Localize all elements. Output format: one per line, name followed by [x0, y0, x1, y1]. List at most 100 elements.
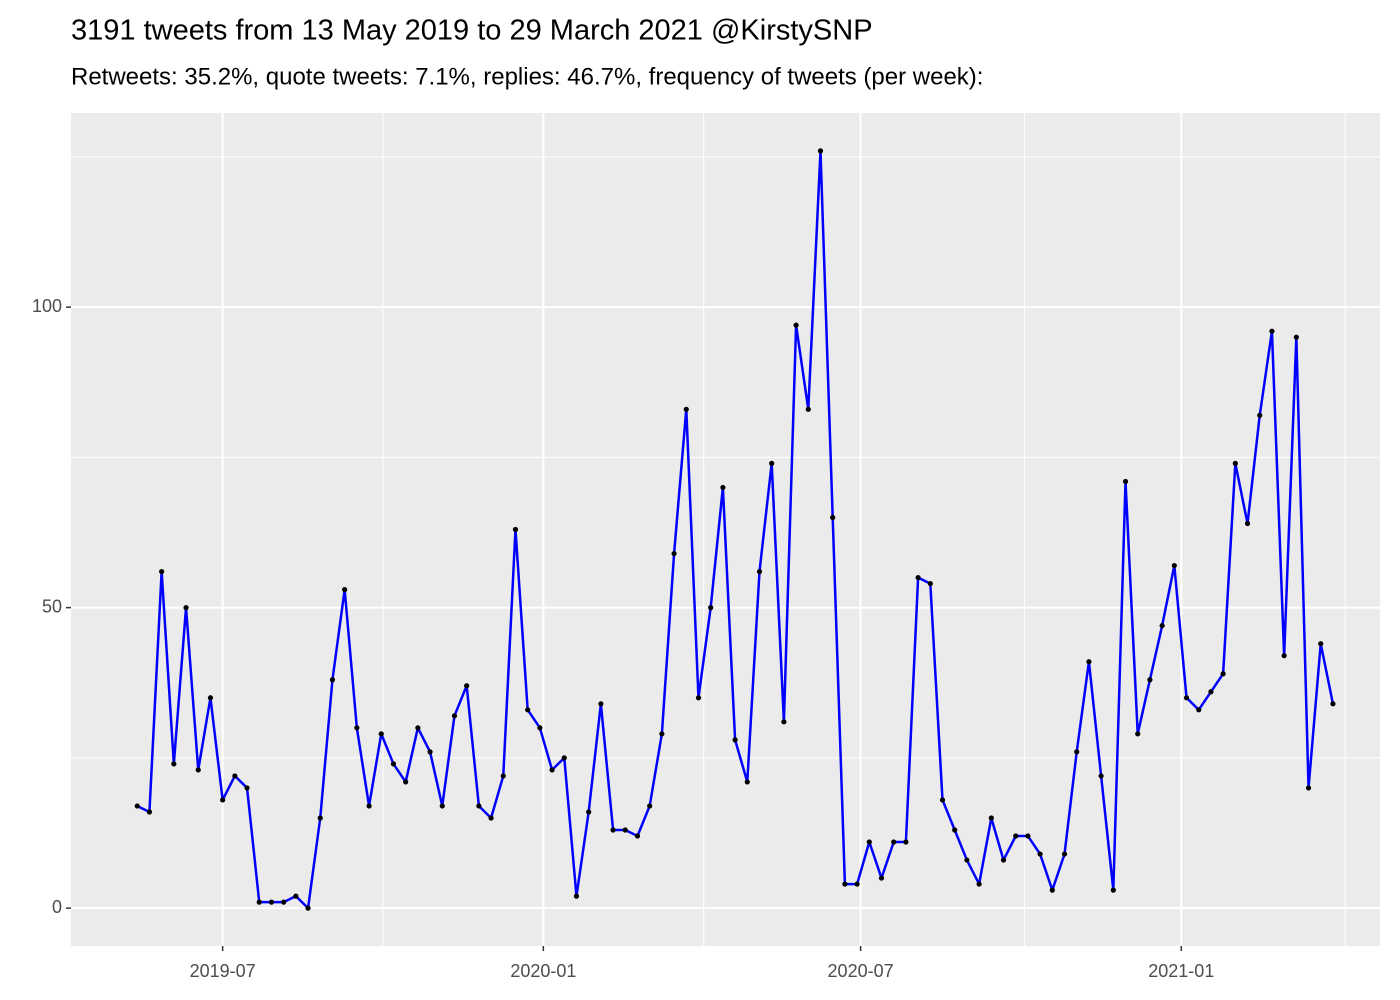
data-point — [293, 893, 299, 899]
data-point — [964, 857, 970, 863]
data-point — [586, 809, 592, 815]
data-point — [915, 574, 921, 581]
data-point — [220, 797, 226, 803]
data-point — [769, 460, 775, 466]
data-point — [854, 881, 860, 887]
y-tick-label: 100 — [32, 296, 62, 316]
data-point — [390, 761, 397, 767]
data-point — [354, 725, 360, 731]
data-point — [1110, 887, 1116, 893]
data-point — [500, 773, 506, 779]
data-point — [305, 905, 311, 911]
data-point — [1208, 689, 1214, 695]
data-point — [1183, 695, 1190, 701]
data-point — [549, 767, 555, 773]
data-point — [573, 893, 580, 899]
data-point — [378, 731, 384, 737]
x-tick-label: 2019-07 — [190, 961, 256, 981]
data-point — [342, 587, 348, 593]
data-point — [439, 803, 445, 809]
data-point — [793, 322, 799, 328]
data-point — [488, 815, 494, 821]
data-point — [207, 695, 214, 701]
data-point — [1049, 887, 1055, 893]
data-point — [1171, 562, 1177, 569]
data-point — [1013, 833, 1019, 839]
data-point — [1220, 671, 1226, 677]
data-point — [830, 514, 836, 521]
data-point — [891, 839, 897, 845]
data-point — [1122, 478, 1129, 485]
data-point — [842, 881, 848, 887]
data-point — [244, 785, 250, 791]
data-point — [171, 761, 177, 767]
data-point — [525, 707, 531, 713]
data-point — [817, 148, 824, 154]
data-point — [512, 526, 519, 533]
data-point — [195, 767, 201, 773]
data-point — [1061, 851, 1068, 857]
data-point — [952, 827, 958, 833]
data-point — [756, 568, 763, 575]
data-point — [695, 695, 702, 701]
data-point — [1025, 833, 1031, 839]
data-point — [329, 677, 336, 683]
data-point — [1147, 677, 1153, 683]
data-point — [976, 881, 982, 887]
data-point — [781, 719, 787, 725]
data-point — [1074, 749, 1080, 755]
data-point — [403, 779, 409, 785]
data-point — [1244, 520, 1251, 527]
data-point — [1330, 701, 1336, 707]
data-point — [1135, 731, 1141, 737]
data-point — [317, 815, 323, 821]
data-point — [183, 605, 189, 611]
x-tick-label: 2021-01 — [1148, 961, 1214, 981]
data-point — [903, 839, 909, 845]
data-point — [1293, 334, 1299, 340]
data-point — [427, 749, 433, 755]
data-point — [866, 839, 872, 845]
data-point — [927, 580, 933, 587]
data-point — [146, 809, 153, 815]
data-point — [451, 713, 458, 719]
data-point — [268, 899, 275, 905]
x-tick-label: 2020-01 — [510, 961, 576, 981]
data-point — [1232, 460, 1238, 466]
data-point — [1281, 653, 1287, 659]
chart-title: 3191 tweets from 13 May 2019 to 29 March… — [71, 15, 873, 47]
data-point — [537, 725, 543, 731]
data-point — [878, 875, 885, 881]
data-point — [622, 827, 628, 833]
data-point — [415, 725, 421, 731]
data-point — [476, 803, 482, 809]
data-point — [659, 731, 665, 737]
data-point — [732, 737, 738, 743]
data-point — [1098, 773, 1104, 779]
data-point — [256, 899, 262, 905]
data-point — [598, 701, 604, 707]
data-point — [708, 605, 714, 611]
data-point — [464, 683, 470, 689]
data-point — [647, 803, 653, 809]
y-tick-label: 50 — [42, 596, 62, 616]
data-point — [720, 484, 726, 491]
data-point — [1086, 659, 1092, 665]
data-point — [805, 406, 811, 412]
data-point — [366, 803, 372, 809]
data-point — [1159, 623, 1165, 629]
data-point — [988, 815, 994, 821]
data-point — [1196, 707, 1202, 713]
data-point — [134, 803, 140, 809]
data-point — [744, 779, 750, 785]
data-point — [683, 406, 689, 412]
y-tick-label: 0 — [52, 897, 62, 917]
x-tick-label: 2020-07 — [828, 961, 894, 981]
data-point — [232, 773, 238, 779]
data-point — [634, 833, 641, 839]
data-point — [159, 568, 165, 575]
data-point — [671, 550, 677, 557]
data-point — [561, 755, 567, 761]
